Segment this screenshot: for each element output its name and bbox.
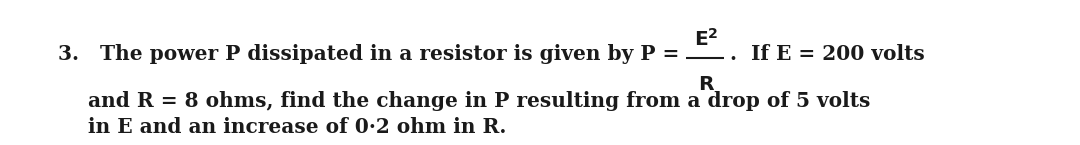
Text: in E and an increase of 0·2 ohm in R.: in E and an increase of 0·2 ohm in R. bbox=[87, 117, 507, 137]
Text: $\mathbf{E^2}$: $\mathbf{E^2}$ bbox=[694, 28, 718, 50]
Text: .  If E = 200 volts: . If E = 200 volts bbox=[730, 44, 926, 64]
Text: $\mathbf{R}$: $\mathbf{R}$ bbox=[698, 74, 715, 94]
Text: 3.   The power P dissipated in a resistor is given by P =: 3. The power P dissipated in a resistor … bbox=[58, 44, 687, 64]
Text: and R = 8 ohms, find the change in P resulting from a drop of 5 volts: and R = 8 ohms, find the change in P res… bbox=[87, 91, 870, 111]
